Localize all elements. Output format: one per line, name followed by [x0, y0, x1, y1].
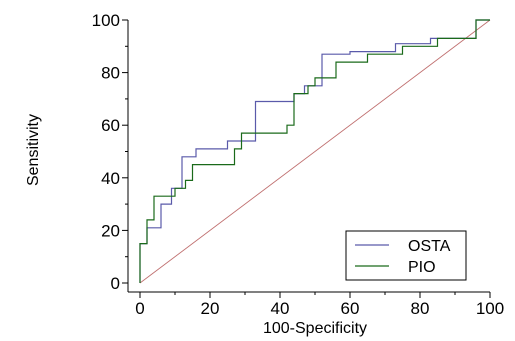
x-tick-label: 80: [411, 299, 430, 318]
x-axis-label: 100-Specificity: [263, 320, 367, 337]
x-tick-label: 20: [201, 299, 220, 318]
x-tick-label: 0: [135, 299, 144, 318]
y-tick-label: 80: [101, 64, 120, 83]
legend-box: [345, 230, 467, 281]
y-tick-label: 100: [92, 11, 120, 30]
y-tick-label: 0: [111, 274, 120, 293]
y-tick-label: 60: [101, 116, 120, 135]
legend-label-pio: PIO: [408, 259, 436, 276]
y-axis-label: Sensitivity: [25, 114, 42, 186]
legend: OSTA PIO: [345, 230, 467, 281]
y-tick-label: 40: [101, 169, 120, 188]
reference-diagonal-line: [139, 19, 491, 284]
series-line-osta: [139, 19, 490, 283]
x-tick-label: 100: [476, 299, 504, 318]
legend-label-osta: OSTA: [408, 238, 451, 255]
y-tick-label: 20: [101, 221, 120, 240]
series-line-pio: [139, 19, 490, 283]
x-tick-label: 60: [341, 299, 360, 318]
x-tick-label: 40: [271, 299, 290, 318]
